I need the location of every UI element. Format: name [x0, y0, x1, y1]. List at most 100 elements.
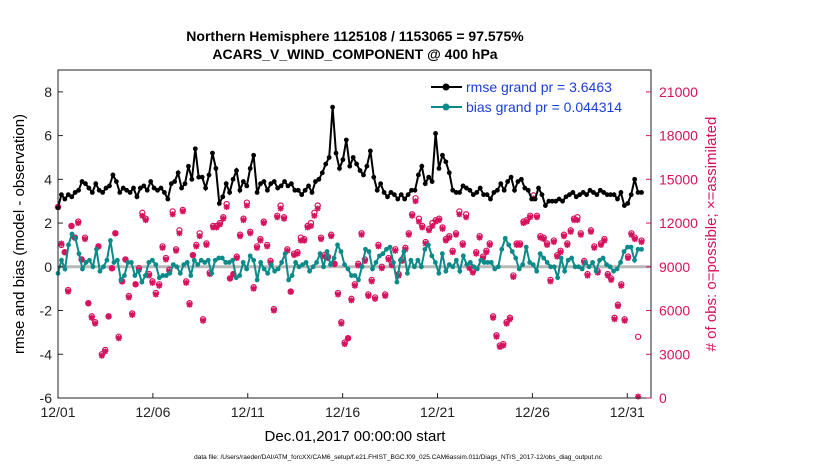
plot-frame: [57, 69, 652, 399]
obs-assimilated-stroke: [169, 211, 176, 218]
rmse-point: [412, 187, 418, 193]
rmse-point: [216, 200, 222, 206]
obs-assimilated-point: [378, 265, 385, 272]
obs-assimilated-stroke: [264, 243, 270, 250]
obs-assimilated-stroke: [112, 230, 119, 237]
bias-point: [282, 251, 288, 257]
obs-assimilated-point: [237, 233, 244, 240]
obs-assimilated-stroke: [146, 272, 152, 279]
bias-point: [289, 273, 295, 278]
rmse-point: [398, 192, 404, 198]
obs-assimilated-point: [567, 228, 574, 235]
rmse-point: [282, 179, 287, 184]
obs-assimilated-point: [358, 231, 365, 238]
obs-assimilated-stroke: [318, 236, 324, 242]
obs-assimilated-stroke: [527, 214, 533, 221]
rmse-point: [306, 183, 311, 189]
bias-point: [384, 246, 389, 252]
obs-assimilated-point: [331, 260, 338, 267]
obs-assimilated-point: [503, 320, 510, 327]
obs-assimilated-stroke: [503, 320, 510, 327]
bias-point: [457, 268, 463, 274]
obs-assimilated-stroke: [335, 291, 341, 298]
bias-point: [492, 266, 498, 272]
obs-assimilated-stroke: [412, 198, 419, 204]
bias-point: [632, 257, 637, 263]
obs-assimilated-stroke: [510, 274, 517, 280]
obs-assimilated-stroke: [375, 243, 382, 250]
rmse-point: [628, 192, 634, 198]
obs-assimilated-stroke: [588, 229, 594, 235]
bias-point: [481, 260, 487, 265]
obs-assimilated-point: [307, 222, 314, 229]
rmse-point: [319, 170, 325, 176]
bias-point: [391, 260, 396, 265]
obs-assimilated-point: [142, 217, 149, 224]
rmse-point: [436, 166, 442, 171]
rmse-point: [113, 179, 119, 184]
rmse-point: [172, 179, 178, 184]
obs-assimilated-stroke: [608, 277, 614, 283]
rmse-point: [86, 185, 92, 191]
obs-assimilated-stroke: [341, 341, 348, 347]
obs-assimilated-stroke: [115, 335, 122, 342]
y-left-tick-label: -4: [40, 346, 53, 362]
obs-assimilated-point: [129, 311, 136, 318]
chart-title-line1: Northern Hemisphere 1125108 / 1153065 = …: [186, 28, 524, 44]
obs-assimilated-point: [203, 241, 210, 248]
obs-assimilated-point: [351, 282, 358, 289]
obs-assimilated-stroke: [382, 293, 388, 299]
obs-assimilated-point: [591, 244, 598, 251]
obs-assimilated-point: [328, 233, 335, 240]
obs-assimilated-point: [628, 231, 635, 238]
rmse-point: [134, 194, 140, 200]
obs-assimilated-point: [439, 225, 446, 232]
bias-point: [363, 246, 368, 252]
obs-assimilated-point: [392, 247, 399, 254]
obs-assimilated-point: [493, 333, 500, 340]
obs-assimilated-stroke: [331, 261, 338, 267]
obs-assimilated-point: [385, 256, 392, 263]
rmse-point: [470, 192, 476, 198]
rmse-point: [83, 181, 88, 187]
rmse-point: [285, 183, 291, 189]
bias-point: [114, 257, 120, 263]
obs-assimilated-point: [105, 313, 112, 320]
bias-point: [366, 249, 372, 254]
bias-point: [467, 260, 473, 265]
rmse-point: [635, 190, 641, 195]
bias-point: [541, 255, 547, 261]
obs-assimilated-point: [75, 220, 82, 227]
obs-assimilated-stroke: [524, 218, 530, 225]
obs-assimilated-point: [186, 301, 193, 308]
obs-assimilated-point: [260, 220, 267, 227]
obs-assimilated-point: [611, 316, 618, 323]
y-left-tick-label: 0: [44, 259, 52, 275]
obs-assimilated-stroke: [618, 282, 625, 289]
obs-assimilated-point: [179, 208, 186, 215]
bias-point: [513, 255, 519, 261]
obs-assimilated-point: [486, 241, 493, 248]
obs-assimilated-point: [577, 231, 584, 238]
rmse-point: [405, 192, 411, 198]
bias-point: [377, 253, 382, 259]
rmse-point: [567, 192, 572, 198]
rmse-point: [210, 150, 215, 156]
obs-assimilated-stroke: [605, 272, 611, 279]
rmse-point: [131, 185, 136, 191]
bias-point: [118, 277, 124, 283]
obs-assimilated-stroke: [220, 215, 227, 222]
bias-point: [261, 266, 267, 272]
obs-assimilated-stroke: [274, 214, 281, 221]
obs-assimilated-stroke: [449, 249, 456, 256]
rmse-point: [409, 187, 414, 193]
obs-assimilated-point: [490, 314, 497, 321]
obs-assimilated-point: [58, 240, 65, 247]
obs-assimilated-point: [601, 237, 608, 244]
rmse-point: [230, 176, 236, 182]
rmse-point: [220, 194, 226, 200]
legend-rmse-label: rmse grand pr = 3.6463: [466, 79, 612, 95]
bias-point: [335, 242, 340, 248]
bias-point: [202, 260, 208, 265]
y-left-tick-label: 8: [44, 84, 52, 100]
